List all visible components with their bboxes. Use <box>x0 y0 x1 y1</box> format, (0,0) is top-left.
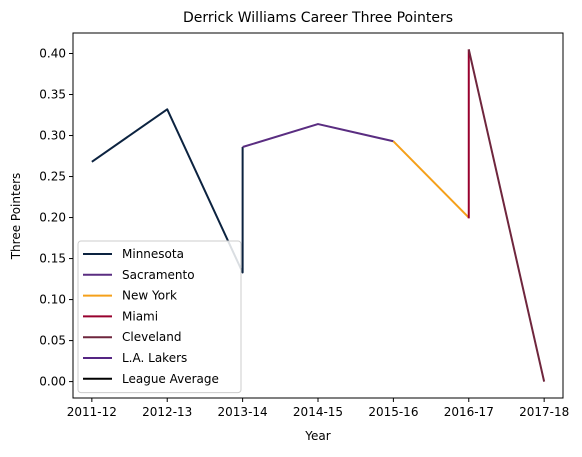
y-tick-label-5: 0.25 <box>39 170 66 184</box>
legend-label-1: Sacramento <box>122 268 195 282</box>
x-tick-label-4: 2015-16 <box>368 405 418 419</box>
y-tick-label-6: 0.30 <box>39 129 66 143</box>
x-axis: 2011-12 2012-13 2013-14 2014-15 2015-16 2016-… <box>67 398 569 419</box>
chart-title: Derrick Williams Career Three Pointers <box>183 10 453 26</box>
y-tick-label-0: 0.00 <box>39 375 66 389</box>
y-tick-label-4: 0.20 <box>39 211 66 225</box>
y-tick-label-2: 0.10 <box>39 293 66 307</box>
x-tick-label-0: 2011-12 <box>67 405 117 419</box>
y-tick-label-3: 0.15 <box>39 252 66 266</box>
legend-label-4: Cleveland <box>122 330 182 344</box>
legend-label-5: L.A. Lakers <box>122 351 187 365</box>
legend-label-3: Miami <box>122 309 158 323</box>
legend-label-0: Minnesota <box>122 247 184 261</box>
series-line-2 <box>392 140 470 219</box>
y-tick-label-1: 0.05 <box>39 334 66 348</box>
y-axis-label: Three Pointers <box>9 173 23 261</box>
legend-box <box>77 240 242 394</box>
x-tick-label-3: 2014-15 <box>293 405 343 419</box>
series-line-0 <box>91 108 244 274</box>
series-line-1 <box>242 123 394 148</box>
legend: Minnesota Sacramento New York Miami Clevelan… <box>77 240 242 394</box>
legend-label-2: New York <box>122 289 177 303</box>
series-layer <box>91 49 546 382</box>
x-tick-label-6: 2017-18 <box>519 405 569 419</box>
x-axis-label: Year <box>304 429 330 443</box>
x-tick-label-5: 2016-17 <box>444 405 494 419</box>
x-tick-label-2: 2013-14 <box>218 405 268 419</box>
y-axis: 0.00 0.05 0.10 0.15 0.20 0.25 0.30 0.35 0.40 <box>39 47 73 389</box>
x-tick-label-1: 2012-13 <box>142 405 192 419</box>
y-tick-label-8: 0.40 <box>39 47 66 61</box>
series-line-4 <box>467 49 546 382</box>
y-tick-label-7: 0.35 <box>39 88 66 102</box>
legend-label-6: League Average <box>122 372 219 386</box>
